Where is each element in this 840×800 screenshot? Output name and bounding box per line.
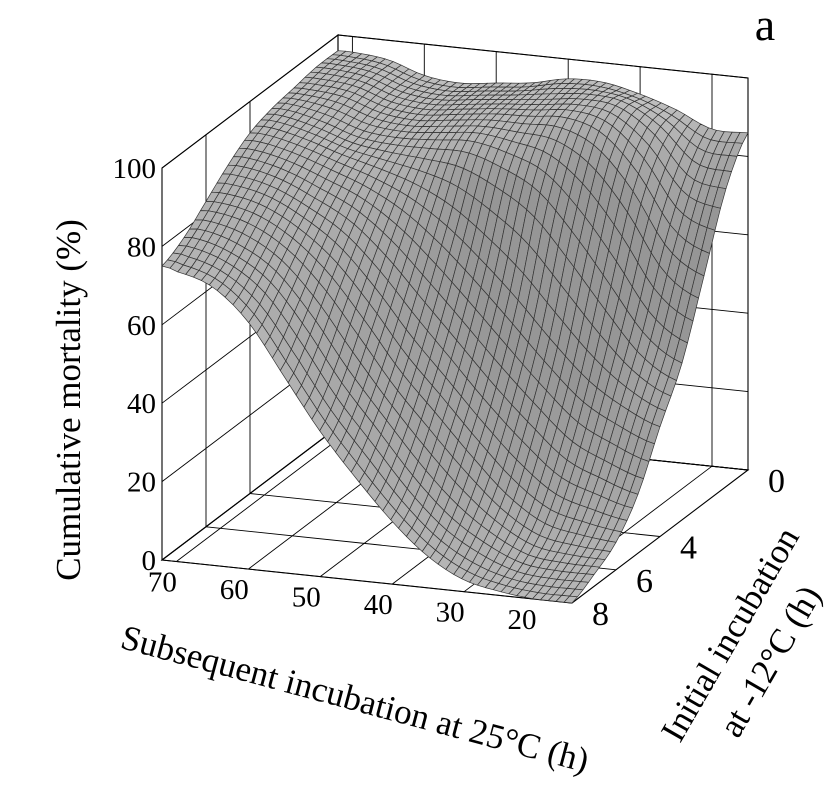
z-tick-label: 60 <box>127 310 156 342</box>
mortality-surface <box>161 50 749 604</box>
z-tick-label: 40 <box>127 388 156 420</box>
z-tick-label: 20 <box>127 467 156 499</box>
z-tick-label: 80 <box>127 231 156 263</box>
z-axis-title: Cumulative mortality (%) <box>49 219 88 581</box>
x-tick-label: 20 <box>508 604 537 636</box>
x-tick-label: 50 <box>292 582 321 614</box>
x-tick-label: 30 <box>436 597 465 629</box>
z-tick-label: 100 <box>113 153 157 185</box>
x-tick-label: 40 <box>364 589 393 621</box>
tick-labels: 0 20 40 60 80 100 70 60 50 40 30 20 0 468 <box>113 153 786 636</box>
x-tick-label: 70 <box>148 567 177 599</box>
floor-y-gridline <box>161 559 573 604</box>
z-tick-label: 0 <box>142 545 157 577</box>
y-tick-label: 6 <box>636 563 653 600</box>
surface-cell <box>563 595 578 604</box>
y-tick-label: 0 <box>768 463 785 500</box>
panel-label: a <box>755 0 775 50</box>
y-tick-label: 8 <box>592 596 609 633</box>
right-wall-z-gridline <box>337 34 749 79</box>
x-tick-label: 60 <box>220 574 249 606</box>
x-axis-title: Subsequent incubation at 25°C (h) <box>117 618 593 781</box>
y-tick-label: 4 <box>680 530 697 567</box>
